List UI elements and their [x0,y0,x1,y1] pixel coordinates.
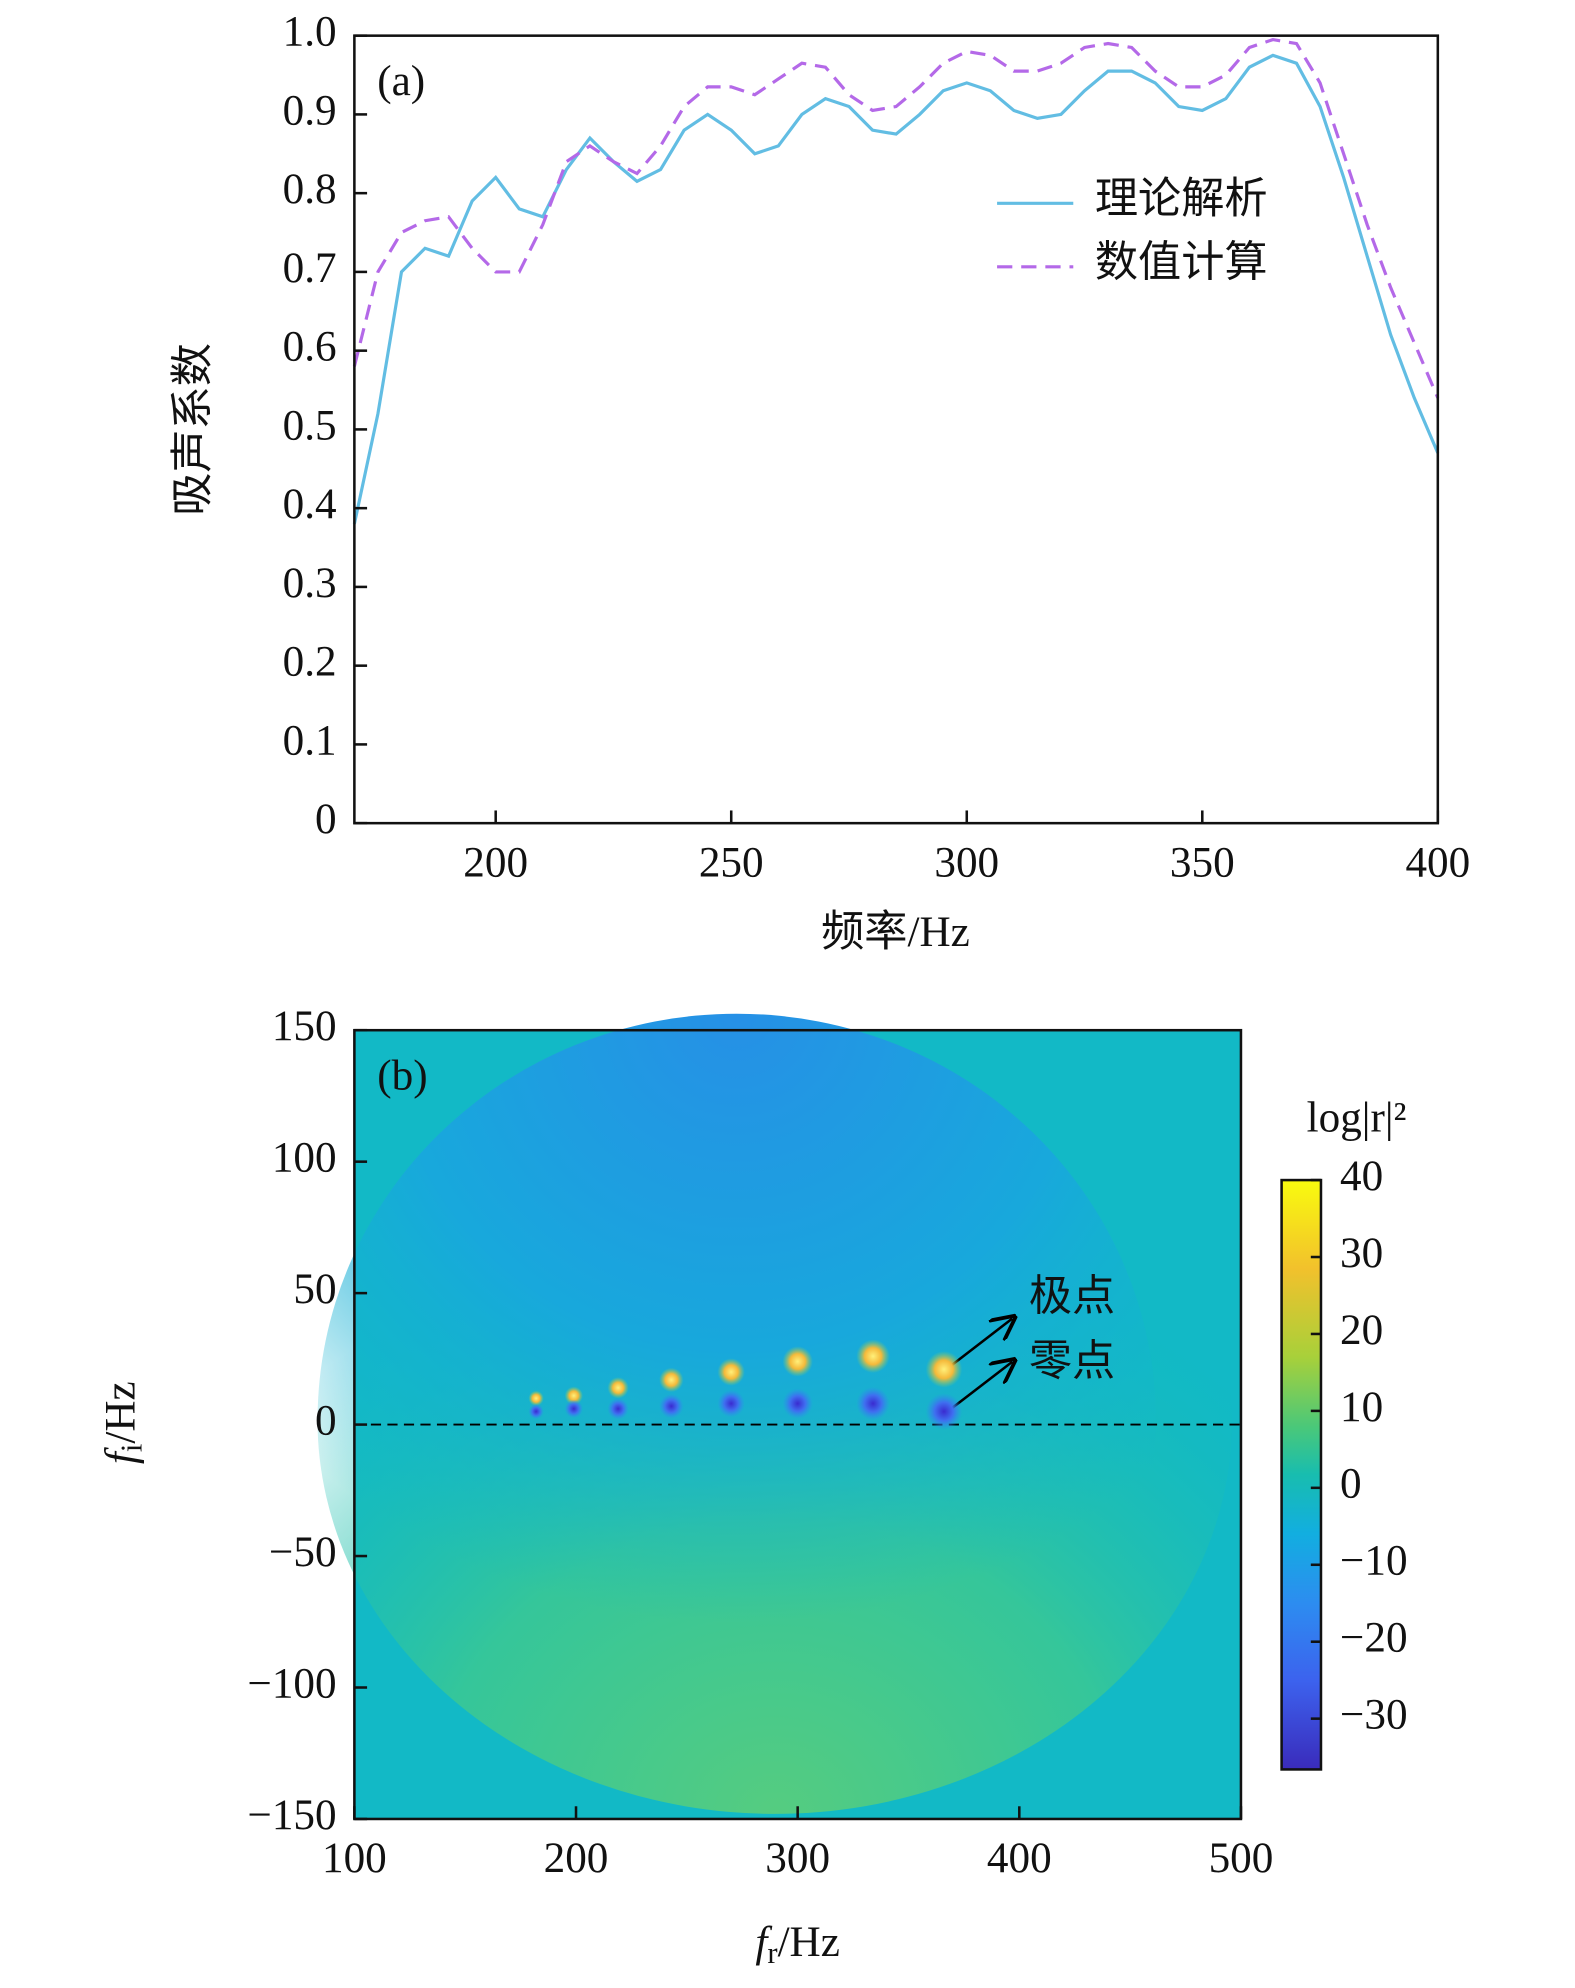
y-tick-label: 50 [293,1266,336,1313]
y-axis-label: 吸声系数 [170,343,217,516]
x-tick-label: 200 [544,1835,609,1882]
y-tick-label: 0 [315,796,337,843]
y-tick-label: 0.3 [283,560,337,607]
colorbar-tick-label: 0 [1340,1461,1362,1508]
x-tick-label: 400 [1405,839,1470,886]
pole [659,1367,684,1393]
pole [925,1351,963,1388]
y-axis-label: fi/Hz [97,1381,148,1464]
x-tick-label: 500 [1209,1835,1274,1882]
label-subscript: r [767,1936,777,1970]
y-tick-label: 100 [272,1135,337,1182]
y-tick-label: 0.5 [283,402,337,449]
colorbar-tick-label: −30 [1340,1692,1408,1739]
y-tick-label: 150 [272,1003,337,1050]
x-tick-label: 350 [1170,839,1235,886]
zero [564,1399,583,1418]
y-tick-label: 0.9 [283,87,337,134]
pole [717,1358,745,1386]
series-line [352,37,1440,399]
zero [528,1403,544,1420]
annotation: 极点 [1029,1274,1115,1321]
label-unit: /Hz [778,1919,840,1966]
colorbar-tick-label: −20 [1340,1615,1408,1662]
legend-label: 理论解析 [1095,176,1268,223]
y-tick-label: 0 [315,1397,337,1444]
annotation: 零点 [1029,1338,1115,1385]
x-tick-label: 200 [463,839,528,886]
zero [856,1386,890,1421]
y-tick-label: 1.0 [283,9,337,56]
colorbar-tick-label: 20 [1340,1307,1383,1354]
y-tick-label: 0.4 [283,481,337,528]
legend-label: 数值计算 [1095,239,1268,287]
plot-frame [353,34,1440,825]
colorbar-tick-label: 10 [1340,1384,1383,1431]
zero [782,1388,813,1419]
y-tick-label: −150 [247,1792,336,1839]
x-axis-label: fr/Hz [755,1919,839,1970]
x-tick-label: 300 [934,839,999,886]
y-tick-label: −50 [269,1529,337,1576]
colorbar-tick-label: −10 [1340,1538,1408,1585]
pole [564,1386,583,1405]
pole [782,1346,813,1377]
x-tick-label: 300 [765,1835,830,1882]
x-tick-label: 400 [987,1835,1052,1882]
label-subscript: i [115,1444,149,1452]
x-tick-label: 100 [322,1835,387,1882]
zero [925,1393,963,1430]
x-axis-label: 频率/Hz [821,908,970,956]
y-tick-label: 0.7 [283,245,337,292]
y-tick-label: 0.8 [283,166,337,213]
label-symbol: f [97,1447,144,1464]
x-tick-label: 250 [699,839,764,886]
pole [607,1377,629,1399]
colorbar-label: log|r|² [1307,1095,1407,1142]
y-tick-label: 0.1 [283,717,337,764]
zero [659,1393,684,1419]
y-tick-label: −100 [247,1660,336,1707]
series-line [352,53,1440,525]
colorbar-tick-label: 30 [1340,1230,1383,1277]
panel-label: (b) [377,1053,427,1100]
pole [856,1339,890,1373]
pole [528,1390,544,1406]
y-tick-label: 0.2 [283,639,337,686]
label-unit: /Hz [97,1381,144,1443]
panel-label: (a) [377,58,425,105]
y-tick-label: 0.6 [283,324,337,371]
zero [607,1398,629,1420]
zero [717,1389,745,1418]
contour-lower [317,1013,1156,1827]
colorbar [1280,1178,1323,1771]
colorbar-tick-label: 40 [1340,1153,1383,1200]
